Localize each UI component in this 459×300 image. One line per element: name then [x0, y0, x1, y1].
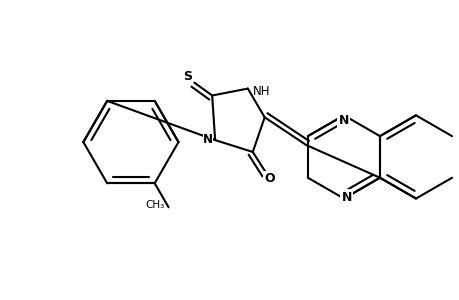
Text: S: S — [183, 70, 191, 83]
Text: NH: NH — [252, 85, 270, 98]
Text: CH₃: CH₃ — [145, 200, 164, 210]
Text: N: N — [341, 190, 351, 204]
Text: N: N — [338, 114, 348, 127]
Text: O: O — [264, 172, 274, 185]
Text: N: N — [203, 133, 213, 146]
